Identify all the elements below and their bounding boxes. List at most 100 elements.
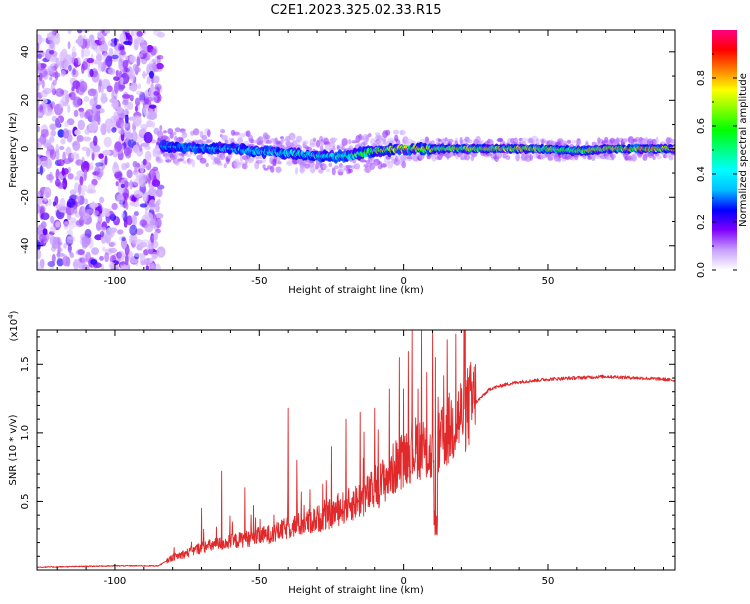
noise-blob — [156, 54, 164, 60]
halo-blob — [369, 157, 375, 163]
halo-blob — [313, 137, 317, 142]
noise-blob — [128, 85, 138, 91]
noise-blob — [126, 215, 133, 226]
noise-blob — [79, 216, 84, 226]
noise-blob — [138, 242, 148, 248]
halo-blob — [393, 158, 401, 166]
noise-blob — [136, 30, 143, 37]
noise-blob — [72, 80, 81, 89]
halo-blob — [345, 165, 353, 169]
noise-blob — [111, 127, 117, 133]
noise-blob — [144, 150, 152, 162]
halo-blob — [406, 138, 413, 144]
halo-blob — [400, 129, 406, 136]
noise-blob — [109, 241, 117, 246]
noise-blob — [37, 249, 42, 260]
noise-blob — [51, 253, 56, 263]
noise-blob — [69, 60, 74, 71]
halo-blob — [332, 137, 339, 141]
snr-series-line — [37, 330, 675, 569]
halo-blob — [318, 169, 324, 174]
halo-blob — [177, 158, 184, 162]
noise-blob — [77, 249, 85, 256]
noise-blob — [76, 170, 84, 177]
halo-blob — [364, 165, 372, 173]
noise-blob — [135, 134, 144, 144]
halo-blob — [285, 141, 292, 148]
noise-blob — [79, 257, 86, 263]
noise-blob — [159, 249, 164, 257]
noise-blob — [123, 109, 130, 116]
noise-blob — [67, 41, 71, 50]
noise-blob — [38, 72, 43, 82]
noise-blob — [55, 117, 60, 128]
noise-blob — [63, 243, 67, 249]
noise-blob — [100, 30, 105, 34]
noise-blob — [145, 91, 150, 97]
noise-blob — [60, 138, 66, 145]
noise-blob — [145, 265, 149, 270]
noise-blob — [140, 124, 148, 130]
noise-blob — [102, 150, 111, 156]
noise-blob — [59, 146, 65, 150]
noise-blob — [37, 156, 41, 165]
noise-blob — [42, 103, 51, 108]
noise-blob — [81, 63, 85, 74]
noise-blob — [130, 232, 138, 245]
noise-blob — [54, 70, 59, 81]
noise-blob — [151, 262, 156, 270]
noise-blob — [79, 176, 84, 186]
noise-blob — [69, 189, 77, 196]
noise-blob — [50, 225, 56, 233]
noise-blob — [93, 174, 98, 180]
noise-blob — [140, 44, 148, 54]
halo-blob — [368, 133, 372, 138]
halo-blob — [401, 160, 406, 169]
noise-blob — [84, 128, 90, 135]
noise-blob — [63, 61, 70, 71]
noise-blob — [79, 109, 85, 118]
noise-blob — [67, 30, 72, 35]
noise-blob — [81, 61, 88, 71]
noise-blob — [49, 38, 55, 49]
noise-blob — [37, 99, 40, 108]
noise-blob — [117, 250, 125, 262]
noise-blob — [77, 35, 84, 47]
noise-blob — [100, 93, 107, 104]
noise-blob — [73, 96, 82, 107]
halo-blob — [201, 134, 208, 141]
x-tick-label: 50 — [542, 276, 555, 287]
noise-blob — [54, 195, 59, 206]
noise-blob — [125, 55, 129, 61]
noise-blob — [156, 62, 164, 70]
halo-blob — [248, 134, 254, 142]
noise-blob — [54, 178, 61, 187]
noise-blob — [138, 36, 145, 44]
noise-blob — [130, 30, 134, 37]
noise-blob — [120, 122, 129, 128]
halo-blob — [656, 155, 662, 160]
halo-blob — [220, 129, 226, 134]
noise-blob — [156, 31, 165, 38]
halo-blob — [224, 139, 229, 144]
noise-blob — [80, 185, 88, 192]
noise-blob — [40, 129, 49, 138]
halo-blob — [622, 137, 629, 143]
noise-blob — [123, 147, 131, 157]
halo-blob — [521, 137, 529, 142]
halo-blob — [370, 138, 377, 146]
halo-blob — [557, 138, 564, 143]
noise-blob — [37, 53, 42, 59]
noise-blob — [62, 255, 70, 267]
noise-blob — [138, 192, 144, 197]
halo-blob — [244, 161, 248, 165]
noise-blob — [121, 236, 126, 242]
noise-blob — [53, 34, 61, 45]
halo-blob — [227, 153, 233, 160]
halo-blob — [376, 135, 383, 140]
noise-blob — [116, 106, 124, 114]
y-tick-label: 20 — [20, 94, 31, 107]
noise-blob — [55, 88, 65, 97]
noise-blob — [109, 261, 116, 270]
colorbar-tick-label: 0.8 — [696, 70, 707, 86]
